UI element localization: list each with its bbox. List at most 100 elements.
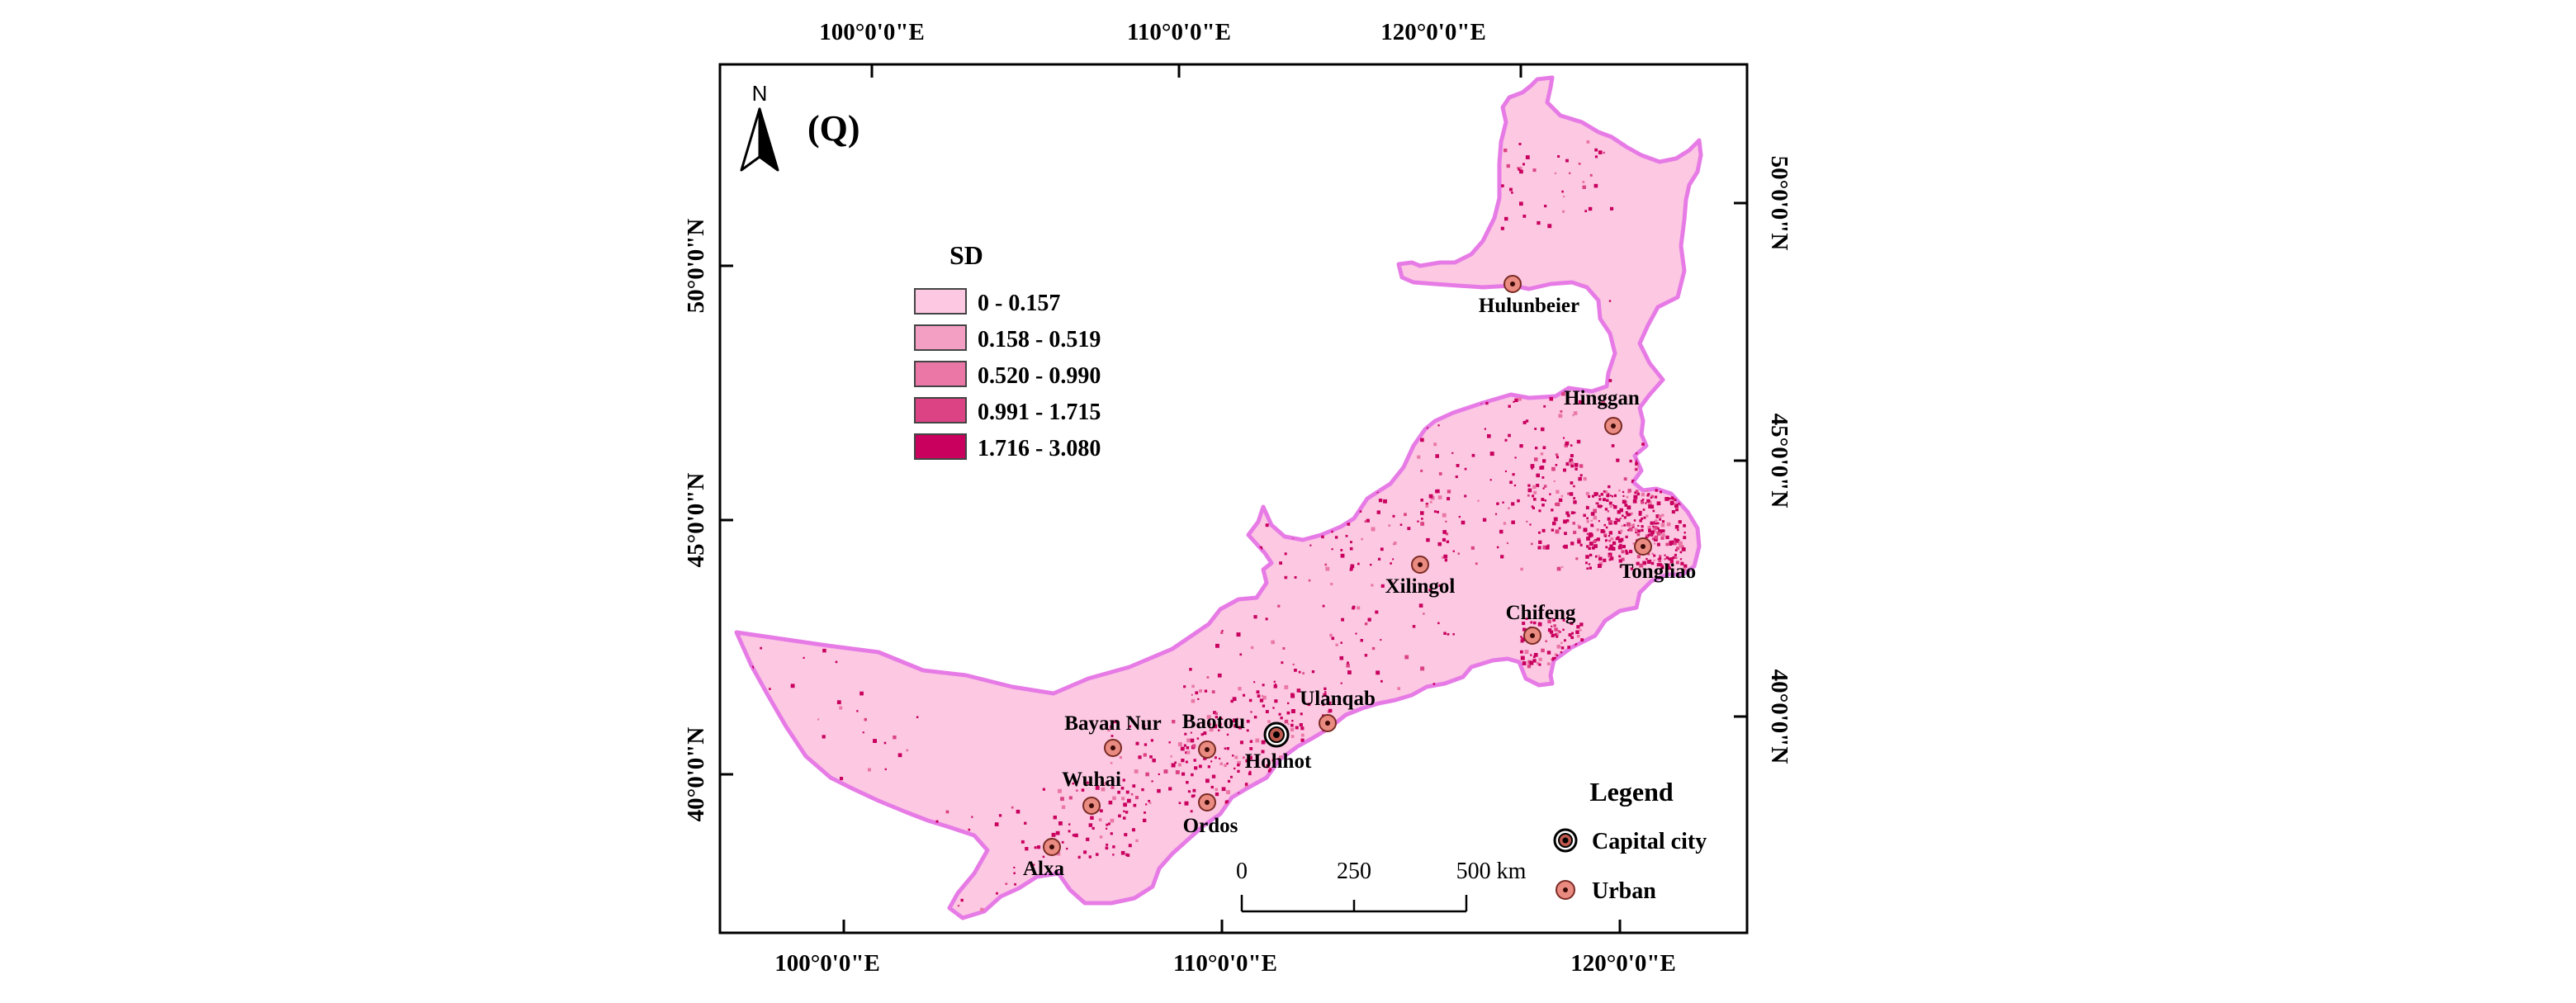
hotspot-cell [1636,561,1640,565]
hotspot-cell [1554,172,1557,175]
urban-marker-bayan-nur [1104,739,1122,757]
hotspot-cell [1287,702,1290,705]
hotspot-cell [1211,774,1216,778]
hotspot-cell [1376,670,1380,675]
hotspot-cell [1197,698,1200,700]
hotspot-cell [1294,576,1297,579]
hotspot-cell [1616,458,1620,462]
hotspot-cell [1522,163,1525,166]
hotspot-cell [1418,603,1423,608]
hotspot-cell [1538,663,1541,666]
hotspot-cell [971,816,973,818]
hotspot-cell [1125,790,1129,794]
hotspot-cell [1573,411,1578,415]
hotspot-cell [1621,557,1625,561]
hotspot-cell [1538,622,1541,624]
hotspot-cell [1237,769,1240,773]
hotspot-cell [1110,786,1115,789]
hotspot-cell [1557,155,1560,158]
hotspot-cell [1659,555,1662,558]
hotspot-cell [1243,756,1245,759]
hotspot-cell [1566,513,1570,518]
hotspot-cell [1562,210,1565,213]
hotspot-cell [1573,485,1575,488]
city-label-bayan-nur: Bayan Nur [1064,712,1161,735]
hotspot-cell [1575,557,1579,561]
hotspot-cell [864,717,867,721]
hotspot-cell [1533,621,1537,625]
hotspot-cell [1621,550,1625,554]
hotspot-cell [1292,663,1295,665]
hotspot-cell [1209,722,1211,726]
hotspot-cell [1502,501,1504,504]
hotspot-cell [1347,670,1352,674]
hotspot-cell [1378,557,1381,561]
hotspot-cell [1593,540,1597,543]
hotspot-cell [945,810,949,814]
hotspot-cell [1322,604,1325,608]
hotspot-cell [1335,643,1338,646]
hotspot-cell [1150,739,1153,742]
hotspot-cell [1437,510,1439,513]
hotspot-cell [1622,545,1626,549]
hotspot-cell [1290,727,1295,731]
hotspot-cell [1470,546,1475,550]
hotspot-cell [1096,853,1099,856]
hotspot-cell [1608,300,1612,302]
hotspot-cell [1191,794,1195,798]
hotspot-cell [1215,756,1217,759]
hotspot-cell [1570,461,1574,464]
hotspot-cell [1185,760,1188,764]
hotspot-cell [1125,853,1129,856]
hotspot-cell [1552,521,1556,526]
sd-legend-label-1: 0 - 0.157 [978,291,1060,316]
hotspot-cell [1284,719,1289,724]
hotspot-cell [1357,562,1360,565]
hotspot-cell [1608,535,1611,537]
hotspot-cell [1619,508,1623,513]
hotspot-cell [1560,646,1565,650]
hotspot-cell [1309,544,1312,546]
hotspot-cell [1142,724,1146,728]
hotspot-cell [1307,703,1311,707]
urban-icon [1556,880,1575,900]
hotspot-cell [1549,493,1551,495]
hotspot-cell [1608,531,1612,535]
hotspot-cell [1576,625,1580,629]
urban-marker-hinggan [1604,417,1622,435]
hotspot-cell [1629,459,1632,463]
hotspot-cell [1522,420,1527,424]
hotspot-cell [1215,643,1219,648]
hotspot-cell [980,907,984,911]
hotspot-cell [1308,579,1311,582]
hotspot-cell [1638,510,1642,514]
hotspot-cell [1531,505,1534,508]
hotspot-cell [1636,532,1641,537]
hotspot-cell [935,820,939,823]
hotspot-cell [1086,837,1090,841]
hotspot-cell [1645,534,1650,538]
hotspot-cell [1626,522,1631,527]
hotspot-cell [1589,173,1593,177]
hotspot-cell [867,768,871,772]
hotspot-cell [1555,453,1559,457]
hotspot-cell [1593,509,1597,513]
hotspot-cell [1078,855,1081,858]
hotspot-cell [1522,215,1527,218]
hotspot-cell [1099,835,1103,839]
hotspot-cell [1132,784,1136,788]
hotspot-cell [1390,562,1392,565]
hotspot-cell [1538,531,1541,534]
hotspot-cell [1580,638,1584,642]
hotspot-cell [1112,845,1115,849]
hotspot-cell [1519,166,1522,169]
hotspot-cell [1253,681,1256,684]
hotspot-cell [1232,755,1234,757]
hotspot-cell [1612,541,1617,546]
hotspot-cell [1341,617,1344,622]
north-arrow: N [740,81,779,172]
hotspot-cell [1464,467,1467,471]
hotspot-cell [1573,530,1577,534]
hotspot-cell [1529,660,1534,665]
hotspot-cell [1350,541,1352,544]
